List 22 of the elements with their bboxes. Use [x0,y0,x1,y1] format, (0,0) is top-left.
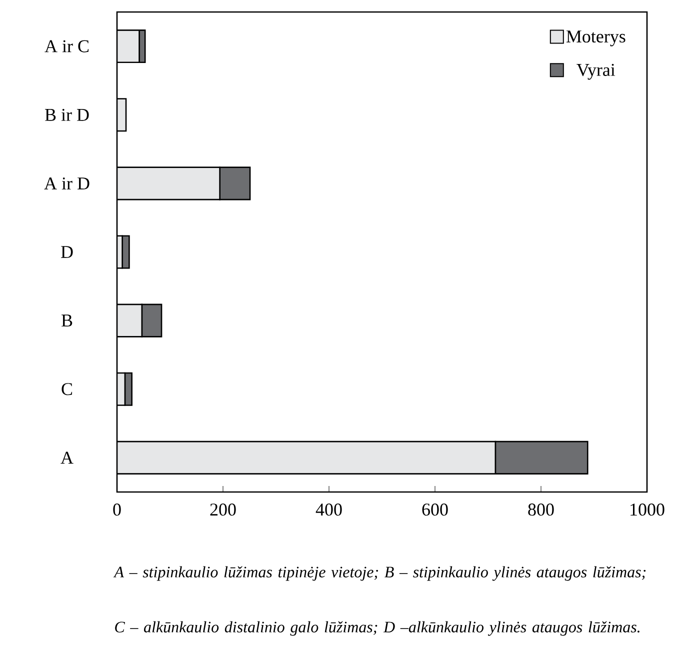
legend-label: Vyrai [576,64,616,80]
y-tick-label: B ir D [45,108,89,121]
legend-label: Moterys [566,30,626,46]
bar [117,166,220,200]
bar [141,304,162,338]
y-tick-label: A ir C [44,40,89,52]
y-tick-label: A ir D [44,177,90,190]
x-tick-label: 800 [528,504,554,516]
bar [117,440,496,474]
y-tick-label: D [61,246,73,258]
x-tick-label: 0 [113,504,121,516]
x-tick-label: 400 [316,504,342,516]
x-tick-label: 600 [422,504,448,516]
x-tick-label: 200 [210,504,236,516]
text: A – stipinkaulio lūžimas tipinėje vietoje; B – stipinkaulio ylinės ataugos lūžimas; [113,566,646,581]
bar [117,304,143,338]
x-tick-label: 1000 [630,504,664,516]
bar [219,166,251,200]
y-tick-label: A [60,452,74,464]
y-tick-label: B [62,314,72,326]
y-tick-label: C [62,383,72,396]
text: C – alkūnkaulio distalinio galo lūžimas; D –alkūnkaulio ylinės ataugos lūžimas. [115,621,640,636]
